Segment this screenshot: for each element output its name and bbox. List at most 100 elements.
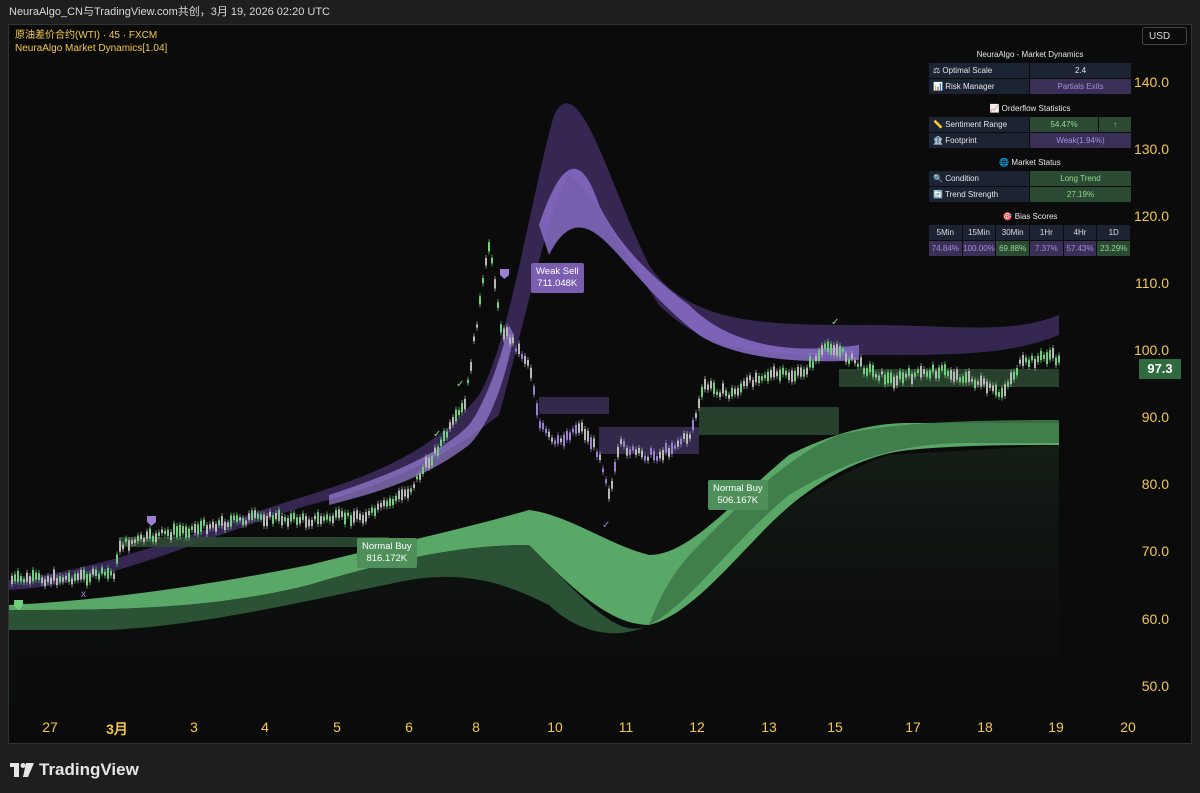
candle-body [683, 433, 685, 439]
candle-body [878, 375, 880, 381]
candle-body [113, 573, 115, 579]
candle-body [203, 519, 205, 526]
candle-body [458, 410, 460, 416]
candle-body [902, 372, 904, 384]
normal-buy-signal[interactable]: Normal Buy 506.167K [708, 480, 768, 510]
candle-body [188, 528, 190, 538]
candle-body [338, 509, 340, 518]
candle-body [200, 520, 202, 532]
candle-body [728, 394, 730, 399]
candle-body [680, 438, 682, 445]
candle-body [740, 383, 742, 393]
candle-body [119, 540, 121, 552]
candle-body [269, 511, 271, 517]
normal-buy-signal[interactable]: Normal Buy 816.172K [357, 538, 417, 568]
candle-body [875, 374, 877, 378]
candle-body [86, 574, 88, 586]
candle-body [542, 423, 544, 430]
candle-body [899, 371, 901, 380]
candle-body [971, 378, 973, 382]
candle-body [230, 515, 232, 527]
bias-header: 30Min [996, 225, 1030, 240]
candle-body [131, 540, 133, 544]
candle-body [452, 417, 454, 425]
bias-header: 5Min [929, 225, 962, 240]
candle-body [173, 523, 175, 535]
candle-body [518, 343, 520, 355]
candle-body [539, 421, 541, 429]
window-title: NeuraAlgo_CN与TradingView.com共创，3月 19, 20… [9, 6, 330, 18]
time-axis-label: 6 [405, 719, 413, 735]
candle-body [170, 532, 172, 540]
candle-body [347, 512, 349, 516]
candle-body [386, 500, 388, 507]
candle-body [161, 529, 163, 534]
candle-body [776, 371, 778, 377]
candle-body [221, 516, 223, 526]
candle-body [917, 369, 919, 374]
candle-body [491, 257, 493, 264]
price-chart[interactable]: ✓ ✓ ✓ ✓ x [9, 25, 1192, 744]
time-axis-label: 3月 [106, 721, 128, 737]
candle-body [323, 516, 325, 521]
sell-shield-marker [500, 269, 509, 279]
candle-body [167, 529, 169, 537]
candle-body [890, 372, 892, 384]
candle-body [266, 515, 268, 527]
candle-body [239, 517, 241, 521]
candle-body [362, 514, 364, 524]
candle-body [737, 388, 739, 396]
candle-body [185, 526, 187, 538]
candle-body [437, 446, 439, 456]
candle-body [500, 324, 502, 333]
candle-body [68, 572, 70, 582]
price-axis-label: 80.0 [1141, 476, 1169, 492]
candle-body [635, 449, 637, 455]
candle-body [128, 540, 130, 551]
chart-pane[interactable]: ✓ ✓ ✓ ✓ x 原油差价合约(WTI) · 45 · FXCM NeuraA… [8, 24, 1192, 744]
candle-body [371, 507, 373, 513]
candle-body [668, 448, 670, 457]
candle-body [614, 461, 616, 472]
candle-body [578, 423, 580, 433]
candle-body [677, 440, 679, 447]
panel-title: NeuraAlgo - Market Dynamics [976, 50, 1084, 59]
candle-body [554, 440, 556, 445]
row-label: Condition [945, 174, 980, 183]
candle-body [989, 383, 991, 389]
candle-body [857, 363, 859, 367]
bias-value: 74.84% [929, 241, 962, 256]
candle-body [566, 431, 568, 440]
check-marker: ✓ [456, 379, 464, 390]
candle-body [32, 569, 34, 582]
candle-body [746, 377, 748, 387]
candle-body [905, 373, 907, 378]
candle-body [788, 372, 790, 381]
weak-sell-signal[interactable]: Weak Sell 711.048K [531, 263, 584, 293]
candle-body [395, 495, 397, 502]
candle-body [692, 419, 694, 431]
tradingview-logo[interactable]: TradingView [10, 760, 139, 780]
candle-body [110, 571, 112, 576]
candle-body [218, 520, 220, 525]
candle-body [410, 488, 412, 493]
candle-body [749, 375, 751, 381]
candle-body [101, 567, 103, 574]
candle-body [356, 510, 358, 519]
candle-body [254, 510, 256, 518]
candle-body [908, 368, 910, 377]
candle-body [74, 573, 76, 581]
currency-button[interactable]: USD [1142, 27, 1187, 45]
candle-body [965, 372, 967, 383]
panel-row-footprint: 🏦 Footprint Weak(1.94%) [929, 133, 1131, 148]
candle-body [827, 341, 829, 353]
candle-body [251, 510, 253, 521]
candle-body [38, 573, 40, 580]
candle-body [392, 498, 394, 506]
candle-body [1010, 372, 1012, 385]
candle-body [575, 424, 577, 434]
candle-body [1052, 348, 1054, 359]
signal-label: Normal Buy [713, 483, 763, 494]
candle-body [623, 441, 625, 447]
candle-body [80, 569, 82, 580]
